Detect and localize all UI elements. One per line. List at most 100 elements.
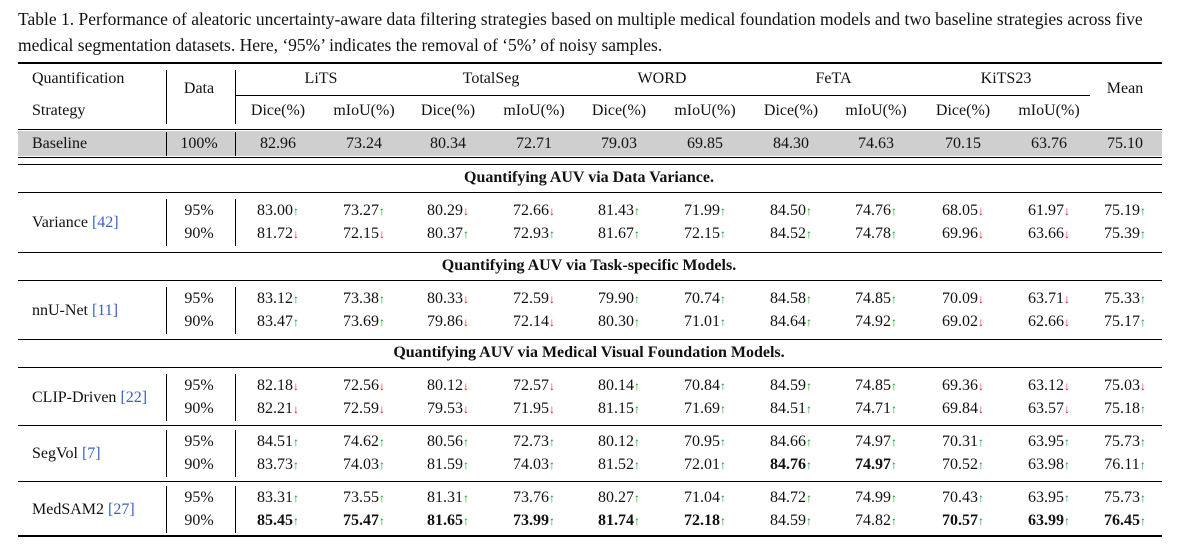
row-value: 81.52↑ — [559, 455, 679, 475]
arrow-down-icon: ↓ — [978, 379, 984, 393]
row-value: 74.99↑ — [816, 488, 936, 508]
row-value: 74.97↑ — [816, 455, 936, 475]
arrow-down-icon: ↓ — [978, 204, 984, 218]
baseline-value: 84.30 — [773, 135, 809, 152]
cell-value: 70.31 — [942, 433, 978, 450]
row-value: 76.11↑ — [1065, 455, 1178, 475]
arrow-up-icon: ↑ — [293, 204, 299, 218]
row-value: 84.76↑ — [731, 455, 851, 475]
row-value: 63.95↑ — [989, 432, 1109, 452]
section-rule — [18, 192, 1162, 193]
row-value: 80.27↑ — [559, 488, 679, 508]
metric-header: Dice(%) — [935, 102, 991, 119]
column-divider — [166, 132, 167, 156]
cell-value: 74.85 — [855, 290, 891, 307]
arrow-up-icon: ↑ — [978, 435, 984, 449]
cell-value: 75.03 — [1104, 377, 1140, 394]
cell-value: 75.33 — [1104, 290, 1140, 307]
cell-value: 83.00 — [257, 202, 293, 219]
column-divider — [235, 430, 236, 477]
cell-value: 84.72 — [770, 489, 806, 506]
row-data-ratio: 90% — [184, 225, 214, 242]
cell-value: 73.55 — [343, 489, 379, 506]
citation-link[interactable]: [42] — [91, 214, 119, 231]
metric-header: mIoU(%) — [845, 102, 907, 119]
arrow-up-icon: ↑ — [891, 204, 897, 218]
citation-link[interactable]: [22] — [120, 389, 148, 406]
row-value: 72.14↓ — [474, 312, 594, 332]
row-value: 71.01↑ — [645, 312, 765, 332]
arrow-down-icon: ↓ — [1064, 204, 1070, 218]
arrow-up-icon: ↑ — [1064, 458, 1070, 472]
arrow-down-icon: ↓ — [379, 402, 385, 416]
column-divider — [235, 70, 236, 124]
row-value: 72.93↑ — [474, 224, 594, 244]
row-value: 73.55↑ — [304, 488, 424, 508]
column-divider — [166, 486, 167, 533]
cell-value: 75.19 — [1104, 202, 1140, 219]
group-label: nnU-Net [11] — [32, 301, 118, 321]
cell-value: 73.27 — [343, 202, 379, 219]
row-value: 71.04↑ — [645, 488, 765, 508]
row-value: 74.85↑ — [816, 376, 936, 396]
dataset-header: TotalSeg — [462, 70, 520, 87]
arrow-down-icon: ↓ — [463, 402, 469, 416]
row-value: 70.84↑ — [645, 376, 765, 396]
cell-value: 80.12 — [598, 433, 634, 450]
arrow-up-icon: ↑ — [891, 379, 897, 393]
arrow-up-icon: ↑ — [379, 491, 385, 505]
metric-header: mIoU(%) — [333, 102, 395, 119]
arrow-down-icon: ↓ — [549, 402, 555, 416]
cell-value: 74.82 — [855, 512, 891, 529]
row-value: 84.64↑ — [731, 312, 851, 332]
arrow-up-icon: ↑ — [549, 514, 555, 528]
data-header: Data — [183, 80, 215, 97]
row-value: 81.15↑ — [559, 399, 679, 419]
cell-value: 68.05 — [942, 202, 978, 219]
row-value: 71.95↓ — [474, 399, 594, 419]
cell-value: 63.71 — [1028, 290, 1064, 307]
arrow-up-icon: ↑ — [891, 514, 897, 528]
row-value: 83.00↑ — [218, 201, 338, 221]
cell-value: 84.59 — [770, 512, 806, 529]
cell-value: 81.59 — [427, 456, 463, 473]
cell-value: 83.73 — [257, 456, 293, 473]
row-value: 80.14↑ — [559, 376, 679, 396]
cell-value: 70.74 — [684, 290, 720, 307]
row-value: 61.97↓ — [989, 201, 1109, 221]
arrow-down-icon: ↓ — [978, 315, 984, 329]
row-value: 84.72↑ — [731, 488, 851, 508]
section-rule — [18, 339, 1162, 340]
cell-value: 75.73 — [1104, 489, 1140, 506]
metric-header: mIoU(%) — [1018, 102, 1080, 119]
cell-value: 63.99 — [1028, 512, 1064, 529]
arrow-up-icon: ↑ — [720, 491, 726, 505]
cell-value: 72.66 — [513, 202, 549, 219]
row-value: 74.71↑ — [816, 399, 936, 419]
metric-header: mIoU(%) — [503, 102, 565, 119]
column-divider — [235, 287, 236, 334]
row-value: 81.72↓ — [218, 224, 338, 244]
row-value: 63.71↓ — [989, 289, 1109, 309]
arrow-down-icon: ↓ — [549, 315, 555, 329]
cell-value: 72.59 — [343, 400, 379, 417]
row-value: 74.85↑ — [816, 289, 936, 309]
citation-link[interactable]: [11] — [91, 302, 119, 319]
arrow-up-icon: ↑ — [806, 315, 812, 329]
row-value: 82.18↓ — [218, 376, 338, 396]
dataset-header: FeTA — [815, 70, 852, 87]
row-value: 62.66↓ — [989, 312, 1109, 332]
arrow-up-icon: ↑ — [806, 379, 812, 393]
citation-link[interactable]: [7] — [81, 445, 101, 462]
cell-value: 80.12 — [427, 377, 463, 394]
arrow-down-icon: ↓ — [978, 292, 984, 306]
column-divider — [235, 132, 236, 156]
arrow-up-icon: ↑ — [720, 292, 726, 306]
cell-value: 80.29 — [427, 202, 463, 219]
citation-link[interactable]: [27] — [108, 501, 135, 518]
arrow-up-icon: ↑ — [379, 514, 385, 528]
group-label: MedSAM2 [27] — [32, 500, 135, 520]
cell-value: 73.76 — [513, 489, 549, 506]
arrow-up-icon: ↑ — [634, 227, 640, 241]
arrow-up-icon: ↑ — [806, 292, 812, 306]
